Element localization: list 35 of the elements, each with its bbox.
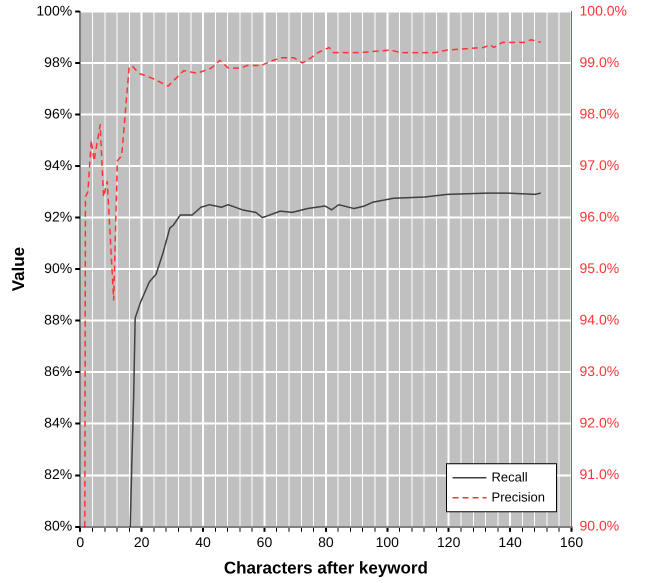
x-tick-label: 60 — [256, 534, 272, 550]
y-tick-label: 88% — [44, 312, 72, 328]
y2-tick-label: 100.0% — [580, 2, 627, 18]
y-tick-label: 82% — [44, 466, 72, 482]
y2-tick-label: 91.0% — [580, 466, 620, 482]
y-tick-label: 96% — [44, 105, 72, 122]
x-tick-label: 140 — [498, 534, 522, 550]
y2-tick-label: 94.0% — [580, 312, 620, 328]
y-tick-label: 84% — [44, 414, 72, 431]
y-tick-label: 94% — [44, 156, 72, 173]
y-tick-label: 98% — [44, 54, 72, 70]
x-tick-label: 40 — [195, 534, 212, 550]
x-tick-label: 20 — [134, 534, 150, 550]
y2-tick-label: 98.0% — [580, 105, 620, 122]
y2-tick-label: 92.0% — [580, 414, 620, 431]
x-tick-label: 120 — [437, 534, 461, 550]
y-tick-label: 100% — [36, 2, 72, 18]
y2-tick-label: 99.0% — [580, 54, 620, 70]
x-axis-title: Characters after keyword — [224, 558, 428, 578]
y-tick-label: 86% — [44, 363, 72, 380]
legend-label: Recall — [492, 469, 528, 484]
y2-tick-label: 90.0% — [580, 518, 620, 534]
y-tick-label: 92% — [44, 208, 72, 224]
y2-tick-label: 95.0% — [580, 260, 620, 276]
y-tick-label: 90% — [44, 260, 72, 276]
x-tick-label: 0 — [76, 534, 84, 550]
y-tick-label: 80% — [44, 518, 72, 534]
x-tick-label: 160 — [560, 534, 584, 550]
y2-tick-label: 97.0% — [580, 156, 620, 173]
y2-tick-label: 96.0% — [580, 208, 620, 224]
x-tick-label: 80 — [318, 534, 334, 550]
x-tick-label: 100 — [376, 534, 400, 550]
y2-tick-label: 93.0% — [580, 363, 620, 380]
legend-label: Precision — [492, 489, 545, 504]
y-axis-title: Value — [8, 246, 28, 292]
